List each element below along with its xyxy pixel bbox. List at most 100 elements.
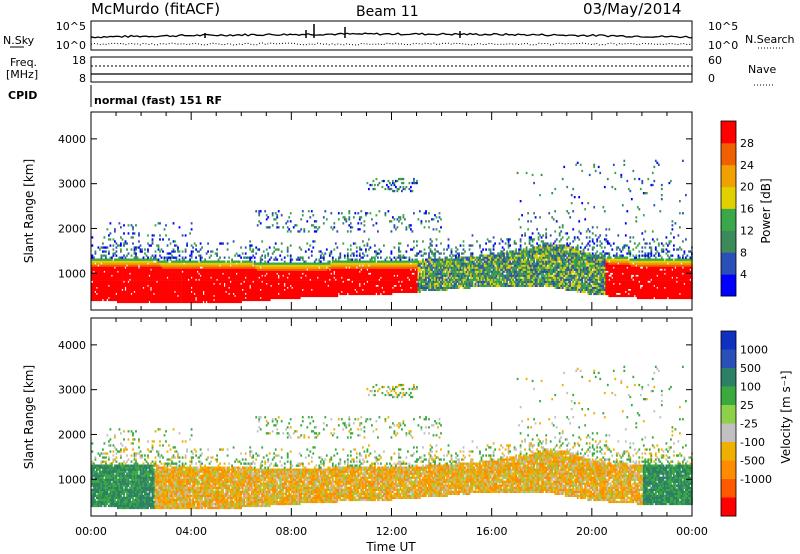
echo-cell (133, 232, 136, 235)
echo-cell (375, 254, 378, 257)
echo-cell (156, 262, 158, 265)
echo-cell (166, 264, 169, 267)
echo-cell (123, 270, 125, 273)
echo-cell (288, 216, 291, 219)
echo-cell (196, 294, 199, 298)
echo-cell (181, 276, 184, 279)
echo-cell (186, 262, 188, 265)
echo-cell (126, 274, 128, 277)
echo-cell (159, 266, 161, 269)
echo-cell (205, 270, 208, 273)
echo-cell (139, 248, 142, 251)
echo-cell (166, 260, 169, 263)
echo-cell (189, 276, 191, 279)
echo-cell (177, 280, 179, 283)
echo-cell (138, 240, 140, 243)
echo-cell (147, 276, 149, 279)
echo-cell (357, 282, 360, 285)
echo-cell (109, 284, 112, 287)
echo-cell (91, 274, 94, 277)
echo-cell (396, 179, 399, 183)
echo-cell (127, 284, 130, 287)
echo-cell (202, 294, 205, 298)
echo-cell (180, 288, 182, 291)
echo-cell (362, 282, 364, 285)
echo-cell (139, 264, 142, 267)
echo-cell (157, 282, 160, 285)
echo-cell (264, 254, 267, 257)
echo-cell (219, 256, 221, 259)
echo-cell (190, 296, 193, 300)
echo-cell (115, 276, 118, 279)
echo-cell (256, 276, 259, 279)
echo-cell (211, 274, 214, 277)
echo-cell (96, 262, 98, 265)
echo-cell (94, 264, 97, 267)
echo-cell (183, 258, 185, 261)
echo-cell (411, 189, 414, 193)
echo-cell (413, 240, 415, 243)
echo-cell (124, 268, 127, 271)
echo-cell (177, 282, 179, 285)
echo-cell (105, 286, 107, 289)
echo-cell (109, 282, 112, 285)
echo-cell (103, 290, 106, 293)
echo-cell (186, 288, 188, 291)
echo-cell (147, 292, 149, 296)
echo-cell (171, 262, 173, 265)
echo-cell (300, 282, 303, 285)
echo-cell (192, 276, 194, 279)
echo-cell (300, 274, 303, 277)
echo-cell (276, 276, 279, 279)
echo-cell (142, 284, 145, 287)
echo-cell (183, 298, 185, 302)
echo-cell (150, 272, 152, 275)
echo-cell (151, 298, 154, 302)
echo-cell (114, 252, 116, 255)
echo-cell (139, 250, 142, 253)
echo-cell (91, 278, 94, 281)
echo-cell (336, 294, 339, 298)
echo-cell (440, 218, 442, 221)
echo-cell (434, 248, 436, 251)
echo-cell (187, 270, 190, 273)
echo-cell (410, 224, 412, 227)
echo-cell (303, 228, 306, 231)
echo-cell (280, 214, 283, 217)
echo-cell (126, 286, 128, 289)
echo-cell (210, 298, 212, 302)
echo-cell (345, 278, 348, 281)
echo-cell (349, 280, 352, 283)
echo-cell (202, 270, 205, 273)
echo-cell (91, 294, 94, 298)
echo-cell (93, 280, 95, 283)
echo-cell (318, 226, 321, 229)
echo-cell (177, 284, 179, 287)
echo-cell (132, 280, 134, 283)
echo-cell (177, 246, 179, 249)
echo-cell (171, 270, 173, 273)
echo-cell (112, 278, 115, 281)
echo-cell (144, 262, 146, 265)
echo-cell (153, 286, 155, 289)
echo-cell (102, 260, 104, 263)
echo-cell (129, 282, 131, 285)
echo-cell (172, 264, 175, 267)
echo-cell (195, 272, 197, 275)
echo-cell (133, 280, 136, 283)
echo-cell (201, 300, 203, 304)
echo-cell (123, 268, 125, 271)
echo-cell (259, 222, 262, 225)
echo-cell (195, 274, 197, 277)
echo-cell (204, 276, 206, 279)
echo-cell (133, 272, 136, 275)
echo-cell (312, 246, 315, 249)
echo-cell (298, 246, 301, 249)
echo-cell (109, 290, 112, 293)
echo-cell (207, 262, 209, 265)
echo-cell (103, 268, 106, 271)
echo-cell (120, 288, 122, 291)
echo-cell (183, 286, 185, 289)
echo-cell (396, 226, 399, 229)
echo-cell (354, 242, 357, 245)
